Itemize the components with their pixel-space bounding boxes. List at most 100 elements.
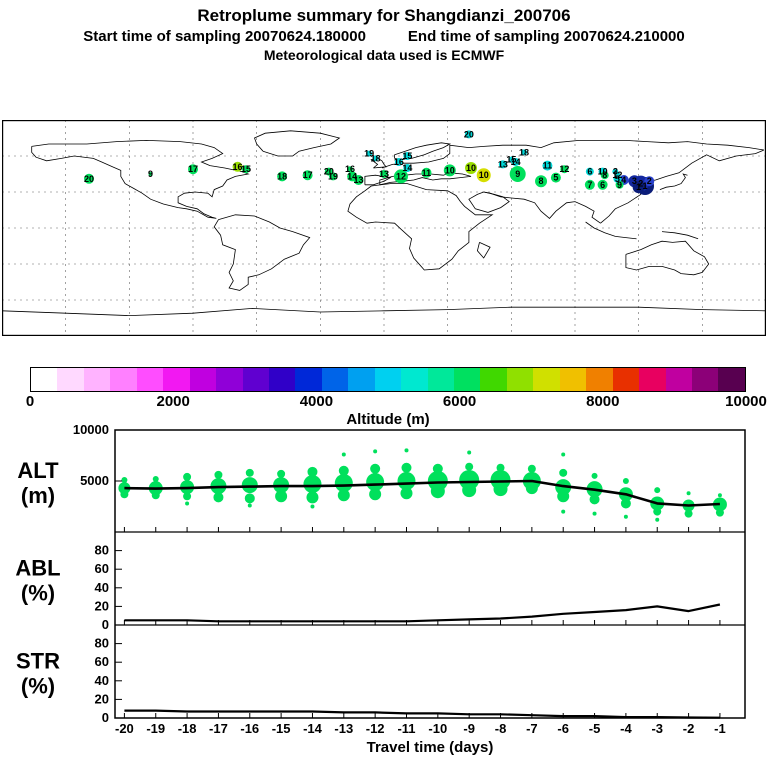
coastline-path: [2, 306, 766, 317]
colorbar-segment: [454, 368, 481, 391]
alt-bubble: [183, 492, 192, 501]
map-point-label: 6: [587, 167, 592, 177]
colorbar-tick-label: 6000: [442, 393, 477, 410]
alt-bubble: [404, 448, 409, 453]
alt-bubble: [183, 472, 192, 481]
colorbar-segment: [83, 368, 111, 391]
map-point: [394, 158, 403, 166]
map-point-label: 20: [84, 174, 94, 184]
colorbar-segment: [216, 368, 243, 391]
map-point-label: 6: [600, 180, 605, 190]
map-point: [584, 179, 595, 190]
x-tick-label: -11: [397, 721, 415, 736]
map-point-label: 2: [647, 176, 652, 186]
map-point-label: 8: [539, 176, 544, 186]
map-point-label: 5: [553, 173, 558, 183]
x-tick-label: -8: [495, 721, 507, 736]
coastline-path: [600, 149, 765, 224]
colorbar-tick-label: 10000: [725, 393, 767, 410]
y-tick-label: 20: [95, 691, 109, 706]
map-point-label: 15: [241, 164, 251, 174]
map-point-label: 18: [371, 153, 381, 163]
map-point-label: 20: [324, 167, 334, 177]
map-point: [464, 130, 473, 139]
map-point: [542, 160, 553, 171]
map-point: [615, 180, 624, 189]
alt-bubble: [307, 466, 318, 477]
map-point-label: 9: [148, 169, 153, 179]
map-point-label: 13: [498, 159, 508, 169]
colorbar-segment: [295, 368, 322, 391]
map-point: [476, 168, 491, 183]
map-point-label: 1: [643, 181, 648, 191]
colorbar-segment: [163, 368, 190, 391]
alt-bubble: [277, 469, 286, 478]
colorbar-segment: [136, 368, 164, 391]
x-tick-label: -3: [651, 721, 663, 736]
coastline-path: [483, 191, 601, 224]
x-axis-label: Travel time (days): [367, 739, 494, 756]
alt-bubble: [589, 494, 600, 505]
colorbar-segment: [189, 368, 217, 391]
map-point: [632, 181, 645, 194]
met-data-line: Meteorological data used is ECMWF: [263, 47, 505, 63]
x-tick-label: -12: [366, 721, 385, 736]
alt-bubble: [467, 450, 472, 455]
alt-bubble: [592, 511, 597, 516]
map-point-label: 12: [612, 170, 622, 180]
y-tick-label: 5000: [80, 473, 109, 488]
coastline-path: [625, 240, 710, 276]
colorbar-tick-label: 8000: [586, 393, 620, 410]
alt-bubble: [496, 463, 505, 472]
colorbar-tick-label: 0: [25, 393, 35, 410]
alt-bubble: [620, 498, 631, 509]
alt-bubble: [369, 488, 382, 501]
map-point: [644, 176, 655, 187]
y-tick-label: 60: [95, 654, 109, 669]
alt-bubble: [366, 473, 385, 492]
map-point-label: 18: [519, 147, 529, 157]
alt-line: [124, 479, 720, 507]
map-point: [560, 165, 569, 174]
alt-bubble: [561, 452, 566, 457]
map-point: [403, 164, 412, 172]
colorbar-segment: [691, 368, 719, 391]
y-tick-label: 10000: [73, 425, 109, 437]
plot-title: Retroplume summary for Shangdianzi_20070…: [197, 6, 571, 25]
alt-bubble: [712, 497, 727, 512]
map-point-label: 2: [638, 179, 643, 189]
alt-bubble: [306, 491, 319, 504]
end-time-text: End time of sampling 20070624.210000: [407, 28, 685, 45]
map-point-label: 15: [402, 151, 412, 161]
x-tick-label: -20: [115, 721, 134, 736]
y-tick-label: 80: [95, 636, 109, 651]
colorbar-tick-label: 2000: [156, 393, 190, 410]
alt-bubble: [370, 463, 381, 474]
alt-bubble: [432, 463, 443, 474]
coastline-path: [394, 142, 452, 161]
map-point: [393, 169, 408, 184]
colorbar-segment: [31, 368, 58, 391]
coastline-path: [347, 183, 494, 271]
start-time-text: Start time of sampling 20070624.180000: [83, 28, 366, 45]
alt-bubble: [213, 492, 224, 503]
colorbar-segment: [480, 368, 507, 391]
coastline-path: [585, 221, 637, 240]
map-point-label: 12: [559, 164, 569, 174]
map-point-label: 5: [615, 174, 620, 184]
x-tick-label: -10: [428, 721, 447, 736]
map-point-label: 4: [621, 175, 626, 185]
panel-label: ALT: [17, 458, 59, 483]
alt-bubble: [684, 509, 693, 518]
map-point: [347, 166, 354, 173]
colorbar-tick-label: 4000: [299, 393, 334, 410]
y-tick-label: 80: [95, 543, 109, 558]
map-point: [366, 150, 373, 157]
map-point: [232, 161, 243, 172]
panel-label: (m): [21, 483, 55, 508]
map-point: [242, 165, 251, 174]
map-point-label: 17: [188, 164, 198, 174]
alt-bubble: [525, 482, 538, 495]
map-point-label: 3: [613, 167, 618, 177]
alt-bubble: [245, 468, 254, 477]
